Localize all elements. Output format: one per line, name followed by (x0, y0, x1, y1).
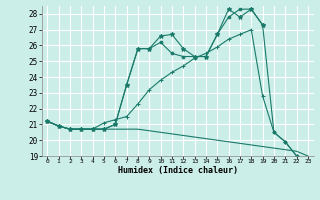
X-axis label: Humidex (Indice chaleur): Humidex (Indice chaleur) (118, 166, 237, 175)
